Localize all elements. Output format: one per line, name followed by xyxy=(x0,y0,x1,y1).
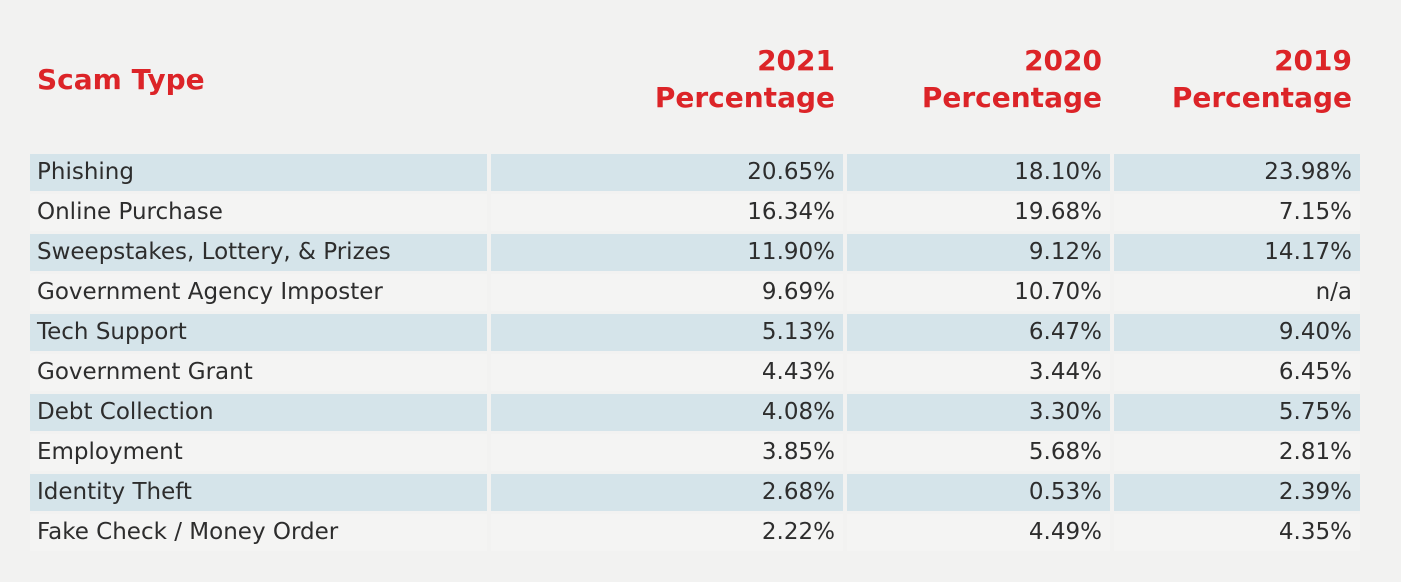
pct-2020-cell: 6.47% xyxy=(847,314,1110,351)
table-header-row: Scam Type 2021 Percentage 2020 Percentag… xyxy=(30,0,1360,116)
pct-2019-cell: 5.75% xyxy=(1114,394,1360,431)
pct-2021-cell: 4.08% xyxy=(491,394,843,431)
scam-type-cell: Government Grant xyxy=(30,354,487,391)
scam-type-table: Scam Type 2021 Percentage 2020 Percentag… xyxy=(30,0,1360,551)
pct-2020-cell: 9.12% xyxy=(847,234,1110,271)
pct-2019-cell: 4.35% xyxy=(1114,514,1360,551)
scam-type-cell: Phishing xyxy=(30,154,487,191)
pct-2020-cell: 10.70% xyxy=(847,274,1110,311)
pct-2021-cell: 2.22% xyxy=(491,514,843,551)
pct-2019-cell: n/a xyxy=(1114,274,1360,311)
scam-type-cell: Government Agency Imposter xyxy=(30,274,487,311)
pct-2020-cell: 3.30% xyxy=(847,394,1110,431)
scam-type-cell: Debt Collection xyxy=(30,394,487,431)
scam-type-cell: Fake Check / Money Order xyxy=(30,514,487,551)
percentage-label-2019: Percentage xyxy=(1171,81,1352,114)
year-2020-label: 2020 xyxy=(1024,44,1102,77)
pct-2021-cell: 4.43% xyxy=(491,354,843,391)
pct-2021-cell: 3.85% xyxy=(491,434,843,471)
pct-2019-cell: 6.45% xyxy=(1114,354,1360,391)
scam-type-cell: Identity Theft xyxy=(30,474,487,511)
pct-2021-cell: 20.65% xyxy=(491,154,843,191)
pct-2019-cell: 2.81% xyxy=(1114,434,1360,471)
pct-2019-cell: 9.40% xyxy=(1114,314,1360,351)
percentage-label-2020: Percentage xyxy=(921,81,1102,114)
column-header-2019-percentage: 2019 Percentage xyxy=(1114,42,1360,116)
scam-type-cell: Employment xyxy=(30,434,487,471)
pct-2021-cell: 16.34% xyxy=(491,194,843,231)
pct-2021-cell: 2.68% xyxy=(491,474,843,511)
percentage-label-2021: Percentage xyxy=(654,81,835,114)
pct-2020-cell: 4.49% xyxy=(847,514,1110,551)
pct-2019-cell: 2.39% xyxy=(1114,474,1360,511)
column-header-2021-percentage: 2021 Percentage xyxy=(491,42,843,116)
pct-2019-cell: 23.98% xyxy=(1114,154,1360,191)
pct-2021-cell: 5.13% xyxy=(491,314,843,351)
column-header-2020-percentage: 2020 Percentage xyxy=(847,42,1110,116)
scam-type-cell: Tech Support xyxy=(30,314,487,351)
column-header-scam-type: Scam Type xyxy=(37,62,205,96)
pct-2019-cell: 14.17% xyxy=(1114,234,1360,271)
pct-2020-cell: 3.44% xyxy=(847,354,1110,391)
table-body: Phishing 20.65% 18.10% 23.98% Online Pur… xyxy=(30,154,1360,551)
pct-2020-cell: 18.10% xyxy=(847,154,1110,191)
pct-2020-cell: 5.68% xyxy=(847,434,1110,471)
year-2019-label: 2019 xyxy=(1274,44,1352,77)
pct-2020-cell: 19.68% xyxy=(847,194,1110,231)
year-2021-label: 2021 xyxy=(757,44,835,77)
pct-2020-cell: 0.53% xyxy=(847,474,1110,511)
pct-2019-cell: 7.15% xyxy=(1114,194,1360,231)
pct-2021-cell: 9.69% xyxy=(491,274,843,311)
scam-type-cell: Online Purchase xyxy=(30,194,487,231)
scam-type-cell: Sweepstakes, Lottery, & Prizes xyxy=(30,234,487,271)
pct-2021-cell: 11.90% xyxy=(491,234,843,271)
